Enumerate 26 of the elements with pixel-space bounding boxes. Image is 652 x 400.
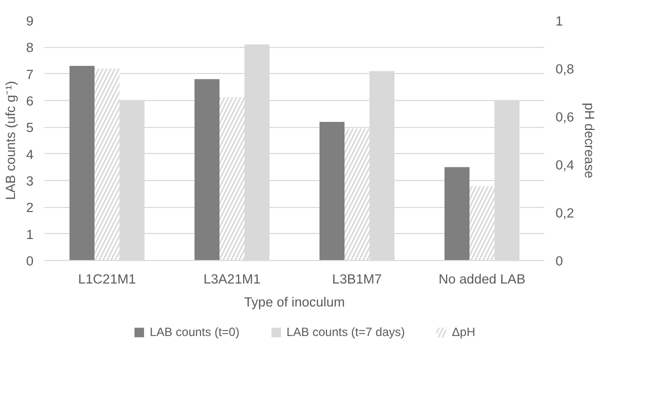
- x-tick-label: L3A21M1: [203, 272, 261, 286]
- x-tick-label: L3B1M7: [332, 272, 382, 286]
- y2-tick-label: 0: [556, 254, 563, 268]
- legend-label: LAB counts (t=0): [150, 325, 240, 339]
- y-tick-label: 1: [26, 226, 34, 242]
- x-tick-label: L1C21M1: [78, 272, 136, 286]
- y-tick-label: 0: [26, 254, 34, 268]
- legend-label: LAB counts (t=7 days): [286, 325, 405, 339]
- y-tick-label: 7: [26, 66, 34, 82]
- y-axis-title: LAB counts (ufc g⁻¹): [3, 80, 18, 200]
- y2-tick-label: 0,8: [556, 62, 574, 76]
- y2-tick-label: 0,6: [556, 110, 574, 124]
- y2-tick-label: 1: [556, 14, 563, 28]
- y2-axis-title: pH decrease: [582, 102, 598, 178]
- y-tick-label: 3: [26, 174, 34, 188]
- y-tick-label: 5: [26, 120, 34, 136]
- y-tick-label: 6: [26, 94, 34, 108]
- x-tick-label: No added LAB: [438, 272, 526, 286]
- y-tick-label: 9: [26, 14, 34, 28]
- y2-tick-label: 0,2: [556, 206, 574, 220]
- x-axis-title: Type of inoculum: [244, 294, 345, 310]
- y-tick-label: 4: [26, 146, 34, 162]
- y2-tick-label: 0,4: [556, 158, 575, 172]
- y-tick-label: 8: [26, 40, 34, 56]
- legend-label: ΔpH: [452, 325, 476, 339]
- y-tick-label: 2: [26, 200, 34, 216]
